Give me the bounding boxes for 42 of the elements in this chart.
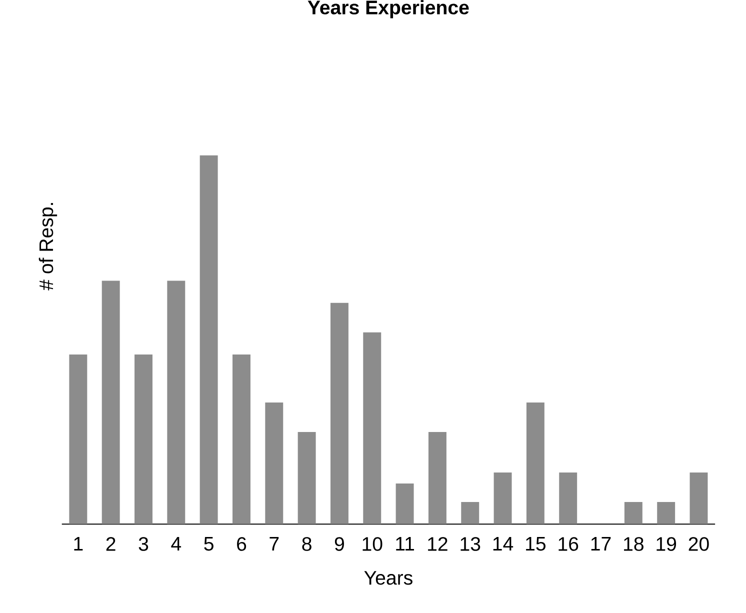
x-tick-label: 18 [624, 537, 644, 551]
bar [526, 402, 544, 524]
x-tick-label: 20 [688, 537, 709, 551]
bar [167, 280, 186, 524]
x-tick-label: 6 [237, 537, 246, 551]
x-tick-label: 15 [526, 537, 546, 551]
bar [396, 484, 414, 524]
bar [330, 302, 348, 524]
x-tick-label: 1 [74, 537, 83, 551]
x-tick-label: 11 [396, 537, 414, 551]
bar [559, 472, 578, 524]
x-tick-label: 2 [106, 537, 116, 551]
x-tick-label: 8 [302, 537, 312, 551]
bar [494, 472, 512, 524]
x-tick-label: 10 [362, 537, 382, 551]
bar [298, 432, 316, 524]
bar [461, 502, 480, 524]
bar [657, 502, 676, 524]
x-tick-label: 9 [334, 537, 344, 551]
bar [102, 280, 120, 524]
y-axis-title: # of Resp. [38, 203, 58, 290]
x-axis-title: Years [364, 571, 412, 585]
chart-title: Years Experience [308, 0, 469, 18]
bar [69, 354, 88, 524]
bar [690, 472, 708, 524]
bar [200, 155, 218, 524]
bar [428, 432, 446, 524]
bar [232, 354, 250, 524]
x-tick-label: 13 [460, 537, 480, 551]
x-tick-label: 5 [204, 537, 214, 551]
x-tick-label: 3 [138, 537, 148, 551]
x-tick-label: 4 [171, 537, 182, 551]
x-tick-label: 16 [558, 537, 578, 551]
bar [134, 354, 152, 524]
x-tick-label: 19 [656, 537, 676, 551]
bar [363, 332, 382, 524]
bar [265, 402, 284, 524]
x-tick-label: 14 [493, 537, 514, 551]
x-tick-label: 12 [428, 537, 448, 551]
x-tick-label: 7 [270, 537, 279, 551]
bar [624, 502, 642, 524]
x-tick-label: 17 [591, 537, 611, 551]
